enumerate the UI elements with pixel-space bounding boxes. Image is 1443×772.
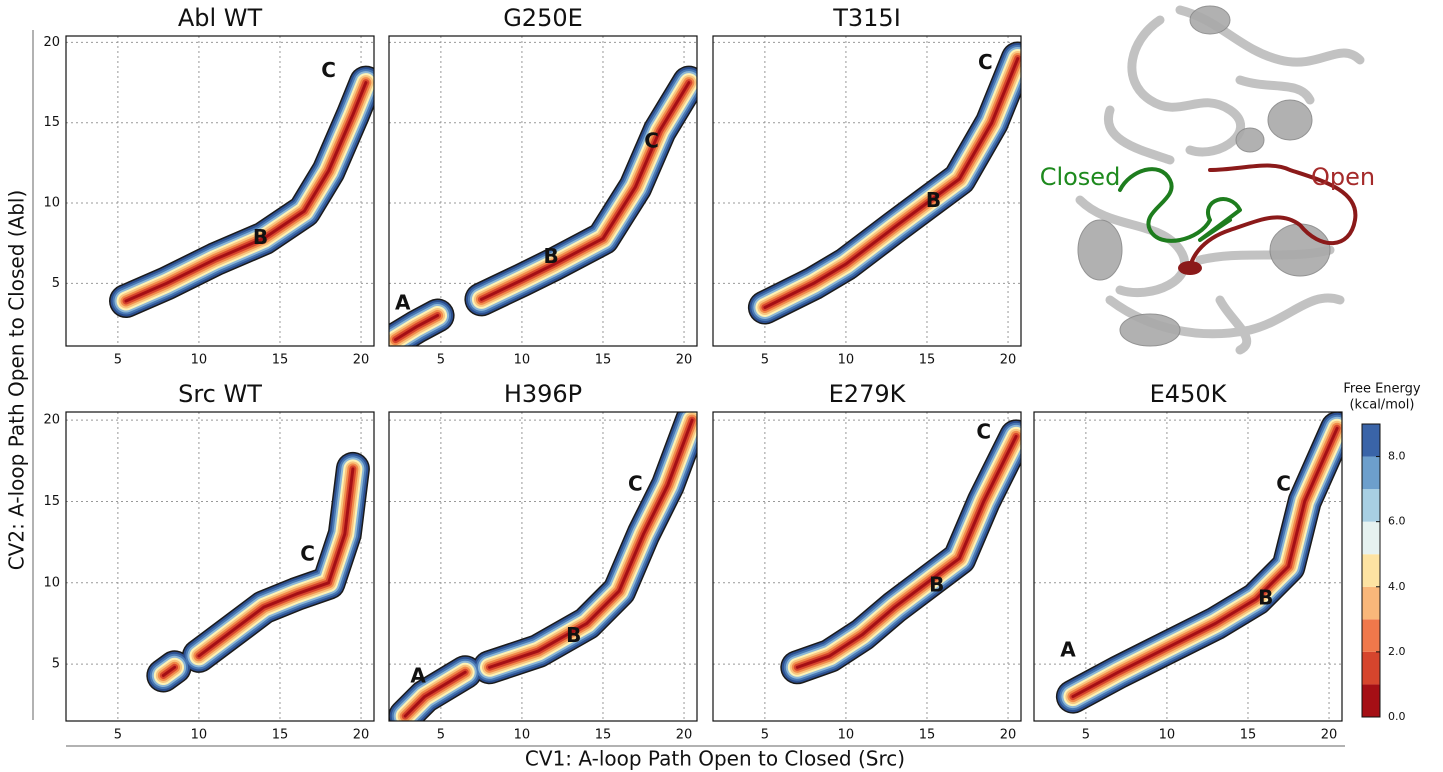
colorbar-band <box>1362 619 1380 652</box>
panel-title: E279K <box>829 380 907 408</box>
colorbar: 0.0 2.0 4.0 6.0 8.0 Free Energy(kcal/mol) <box>1343 382 1421 724</box>
colorbar-tick-label: 0.0 <box>1388 710 1406 723</box>
x-tick-label: 15 <box>272 728 289 743</box>
colorbar-band <box>1362 522 1380 555</box>
x-tick-label: 10 <box>514 353 531 368</box>
x-tick-label: 15 <box>595 728 612 743</box>
panel-title: T315I <box>832 4 901 32</box>
colorbar-band <box>1362 554 1380 587</box>
x-tick-label: 20 <box>353 353 370 368</box>
state-label: B <box>1258 586 1273 610</box>
colorbar-tick-label: 8.0 <box>1388 450 1406 463</box>
state-label: C <box>321 58 336 82</box>
x-tick-label: 5 <box>437 353 445 368</box>
plot-area <box>66 36 374 346</box>
x-tick-label: 20 <box>1000 353 1017 368</box>
panel-title: G250E <box>503 4 583 32</box>
colorbar-tick-label: 4.0 <box>1388 580 1406 593</box>
colorbar-tick-label: 2.0 <box>1388 645 1406 658</box>
plot-frame <box>713 412 1021 721</box>
x-tick-label: 20 <box>1321 728 1338 743</box>
x-tick-label: 5 <box>437 728 445 743</box>
x-tick-label: 15 <box>919 353 936 368</box>
colorbar-band <box>1362 587 1380 620</box>
panel: 5 10 15 20 5 10 15 20 C Src WT <box>43 380 374 743</box>
state-label: C <box>300 542 315 566</box>
figure: Closed Open CV2: A-loop Path Open to Clo… <box>0 0 1443 772</box>
x-tick-label: 10 <box>1159 728 1176 743</box>
panel: 5 10 15 20 C B E279K <box>713 380 1021 743</box>
colorbar-band <box>1362 489 1380 522</box>
open-label: Open <box>1311 163 1375 191</box>
x-tick-label: 5 <box>114 353 122 368</box>
y-tick-label: 15 <box>43 494 60 509</box>
x-tick-label: 15 <box>919 728 936 743</box>
x-tick-label: 15 <box>1240 728 1257 743</box>
x-tick-label: 10 <box>838 353 855 368</box>
plot-area <box>713 36 1021 346</box>
y-tick-label: 10 <box>43 196 60 211</box>
colorbar-band <box>1362 684 1380 717</box>
y-tick-label: 20 <box>43 413 60 428</box>
plot-area <box>713 412 1021 721</box>
state-label: B <box>566 623 581 647</box>
plot-area <box>66 412 374 721</box>
colorbar-band <box>1362 457 1380 490</box>
x-tick-label: 15 <box>595 353 612 368</box>
state-label: A <box>1060 638 1076 662</box>
x-tick-label: 10 <box>191 353 208 368</box>
x-tick-label: 20 <box>676 728 693 743</box>
state-label: C <box>976 420 991 444</box>
colorbar-title: Free Energy <box>1343 382 1421 397</box>
x-tick-label: 5 <box>114 728 122 743</box>
colorbar-band <box>1362 652 1380 685</box>
y-tick-label: 5 <box>52 276 60 291</box>
panel-title: Abl WT <box>178 4 263 32</box>
y-tick-label: 15 <box>43 115 60 130</box>
x-tick-label: 20 <box>353 728 370 743</box>
state-label: C <box>978 50 993 74</box>
colorbar-title: (kcal/mol) <box>1349 398 1414 413</box>
panel-title: H396P <box>504 380 582 408</box>
state-label: C <box>1276 472 1291 496</box>
x-axis-label: CV1: A-loop Path Open to Closed (Src) <box>525 747 905 771</box>
x-tick-label: 20 <box>1000 728 1017 743</box>
x-tick-label: 10 <box>191 728 208 743</box>
state-label: B <box>929 573 944 597</box>
colorbar-band <box>1362 424 1380 457</box>
state-label: B <box>543 244 558 268</box>
y-axis-label: CV2: A-loop Path Open to Closed (Abl) <box>5 190 29 571</box>
plot-area <box>389 36 697 346</box>
panel-title: Src WT <box>178 380 262 408</box>
x-tick-label: 10 <box>514 728 531 743</box>
y-tick-label: 5 <box>52 657 60 672</box>
x-tick-label: 5 <box>761 353 769 368</box>
x-tick-label: 5 <box>761 728 769 743</box>
y-tick-label: 20 <box>43 35 60 50</box>
panel: 5 10 15 20 C B T315I <box>713 4 1021 368</box>
state-label: A <box>395 291 411 315</box>
x-tick-label: 10 <box>838 728 855 743</box>
state-label: C <box>644 129 659 153</box>
state-label: B <box>253 225 268 249</box>
panel: 5 10 15 20 A C B H396P <box>389 380 697 743</box>
closed-label: Closed <box>1040 163 1121 191</box>
plot-area <box>389 412 697 721</box>
state-label: C <box>628 472 643 496</box>
panel: 5 10 15 20 A C B E450K <box>1034 380 1342 743</box>
x-tick-label: 20 <box>676 353 693 368</box>
plot-area <box>1034 412 1342 721</box>
panel: 5 10 15 20 A C B G250E <box>389 4 697 368</box>
panel: 5 10 15 20 5 10 15 20 C B Abl WT <box>43 4 374 368</box>
x-tick-label: 15 <box>272 353 289 368</box>
colorbar-tick-label: 6.0 <box>1388 515 1406 528</box>
state-label: B <box>926 188 941 212</box>
x-tick-label: 5 <box>1082 728 1090 743</box>
y-tick-label: 10 <box>43 575 60 590</box>
panel-title: E450K <box>1150 380 1228 408</box>
basin-contour <box>765 59 1018 308</box>
basin-contour <box>797 436 1016 667</box>
state-label: A <box>410 664 426 688</box>
